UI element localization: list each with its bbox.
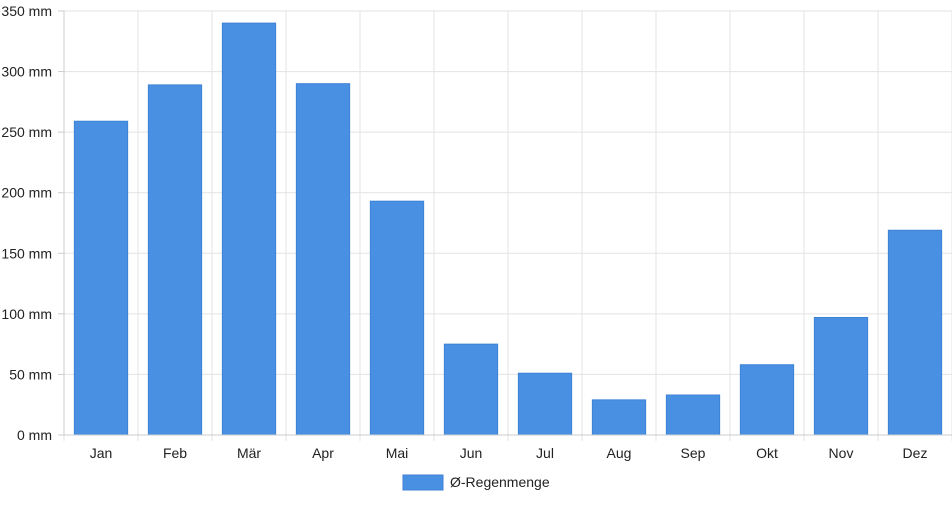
y-tick-label: 0 mm [17, 427, 52, 443]
bar-apr [295, 83, 351, 436]
bar-feb [147, 84, 203, 436]
x-tick-label: Aug [607, 445, 632, 461]
x-tick-label: Mär [237, 445, 261, 461]
y-tick-label: 50 mm [9, 366, 52, 382]
y-tick-label: 100 mm [1, 306, 52, 322]
y-tick-label: 350 mm [1, 3, 52, 19]
legend-label: Ø-Regenmenge [450, 474, 550, 490]
bar-dez [887, 229, 943, 436]
bar-nov [813, 316, 869, 436]
bar-aug [591, 399, 647, 436]
bar-mai [369, 200, 425, 436]
x-tick-label: Jun [460, 445, 483, 461]
y-axis-ticks: 0 mm 50 mm 100 mm 150 mm 200 mm 250 mm 300 mm 3… [1, 3, 52, 443]
bar-okt [739, 364, 795, 436]
bar-mär [221, 22, 277, 436]
x-tick-label: Jul [536, 445, 554, 461]
grid-lines [63, 10, 952, 441]
x-axis-ticks: Jan Feb Mär Apr Mai Jun Jul Aug Sep Okt Nov Dez [90, 445, 928, 461]
x-tick-label: Nov [829, 445, 854, 461]
x-tick-label: Dez [903, 445, 928, 461]
x-tick-label: Jan [90, 445, 113, 461]
x-tick-label: Mai [386, 445, 409, 461]
x-tick-label: Feb [163, 445, 187, 461]
bar-sep [665, 394, 721, 436]
bar-jun [443, 343, 499, 436]
y-tick-label: 250 mm [1, 124, 52, 140]
bar-jan [73, 120, 129, 436]
y-tick-label: 200 mm [1, 185, 52, 201]
x-tick-label: Apr [312, 445, 334, 461]
x-tick-label: Okt [756, 445, 778, 461]
axes [58, 10, 952, 436]
y-tick-label: 150 mm [1, 245, 52, 261]
legend[interactable]: Ø-Regenmenge [402, 474, 550, 491]
legend-swatch [402, 474, 444, 491]
y-tick-label: 300 mm [1, 64, 52, 80]
bar-jul [517, 372, 573, 436]
bars [73, 22, 943, 436]
x-tick-label: Sep [681, 445, 706, 461]
